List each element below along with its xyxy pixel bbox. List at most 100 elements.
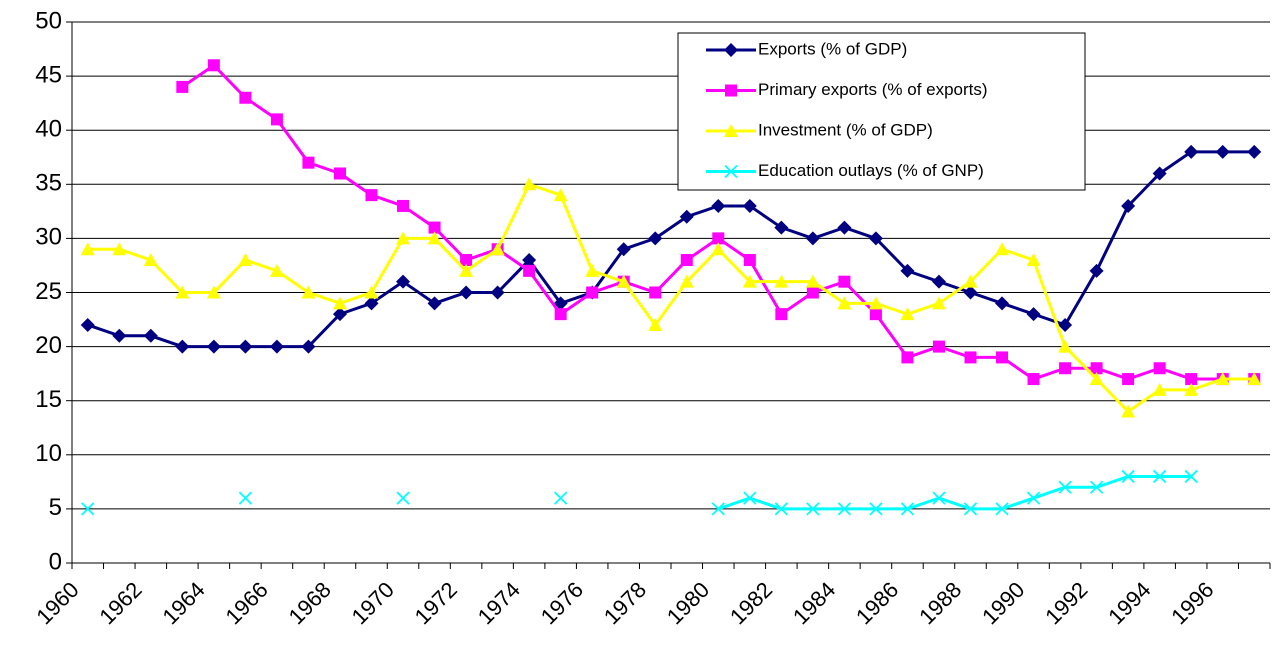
marker [1184,144,1199,159]
marker [725,84,737,97]
marker [1215,372,1230,386]
marker [1059,362,1072,375]
marker [743,254,756,267]
x-tick-label: 1970 [347,577,399,629]
marker [868,296,883,310]
marker [239,91,252,104]
marker [490,242,505,256]
x-tick-label: 1972 [410,577,462,629]
y-tick-label: 40 [35,116,62,143]
marker [143,253,158,267]
marker [931,274,946,289]
marker [522,177,537,191]
marker [238,339,253,354]
marker [743,491,757,505]
marker [775,308,788,321]
marker [1247,372,1262,386]
legend-label: Primary exports (% of exports) [758,80,988,99]
y-tick-label: 35 [35,170,62,197]
x-tick-label: 1986 [851,577,903,629]
marker [616,274,631,288]
marker [1153,362,1166,375]
marker [1089,372,1104,386]
marker [1121,469,1135,484]
marker [1058,339,1073,353]
marker [1153,469,1167,484]
y-tick-label: 45 [35,61,62,88]
marker [995,242,1010,256]
x-tick-label: 1992 [1040,577,1092,629]
x-tick-label: 1976 [536,577,588,629]
y-tick-label: 30 [35,224,62,251]
marker [931,296,946,310]
marker [649,286,662,299]
y-tick-label: 5 [49,494,62,521]
marker [1184,469,1198,484]
legend-label: Exports (% of GDP) [758,39,907,58]
marker [522,253,537,268]
marker [81,502,95,516]
marker [774,220,789,235]
marker [711,198,726,213]
marker [742,274,757,288]
marker [869,502,883,516]
marker [175,285,190,299]
marker [80,317,95,332]
marker [742,198,757,213]
marker [805,274,820,288]
y-tick-label: 50 [35,7,62,34]
marker [712,232,725,245]
y-tick-label: 25 [35,278,62,305]
marker [616,242,631,257]
y-tick-label: 0 [49,548,62,575]
series-line [717,474,1192,511]
marker [206,285,221,299]
marker [459,285,474,300]
x-tick-label: 1988 [914,577,966,629]
marker [995,296,1010,311]
marker [302,156,315,169]
marker [805,231,820,246]
marker [207,59,220,72]
marker [1058,480,1072,494]
marker [364,296,379,311]
marker [1184,382,1199,396]
marker [900,307,915,321]
marker [869,308,882,321]
marker [806,502,820,516]
marker [1026,307,1041,322]
marker [932,340,945,353]
marker [679,274,694,288]
marker [837,502,852,516]
marker [806,286,819,299]
marker [427,231,442,245]
marker [774,274,789,288]
x-tick-label: 1980 [662,577,714,629]
marker [1122,373,1135,386]
marker [332,296,347,310]
marker [900,502,915,516]
marker [523,264,536,277]
marker [269,339,284,354]
x-tick-label: 1978 [599,577,651,629]
marker [680,254,693,267]
marker [553,188,568,202]
marker [901,351,914,364]
x-tick-label: 1966 [221,577,273,629]
marker [837,220,852,235]
marker [648,317,663,331]
marker [80,242,95,256]
x-tick-label: 1962 [94,577,146,629]
marker [868,231,883,246]
marker [900,263,915,278]
marker [396,491,410,505]
marker [838,275,851,288]
x-tick-label: 1964 [157,577,209,629]
marker [774,502,788,516]
marker [301,285,316,299]
marker [1089,480,1104,494]
marker [554,491,568,505]
marker [1185,373,1198,386]
marker [1026,491,1041,505]
